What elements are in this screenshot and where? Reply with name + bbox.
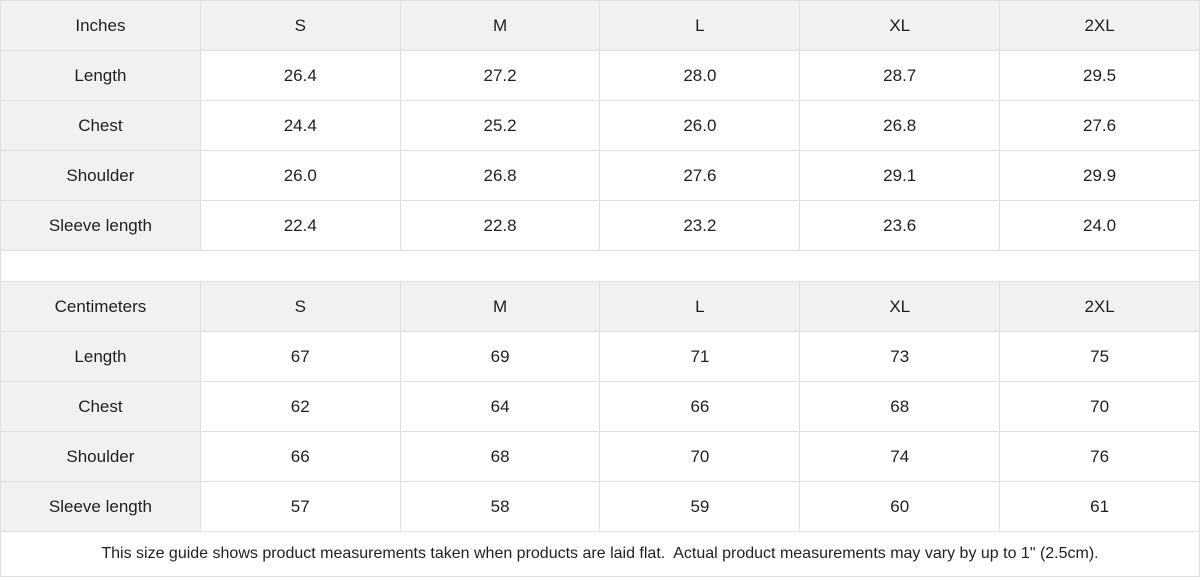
measurement-label: Length [0,50,201,101]
measurement-value: 75 [999,331,1200,382]
measurement-label: Chest [0,381,201,432]
measurement-value: 29.1 [799,150,1001,201]
measurement-value: 60 [799,481,1001,532]
measurement-value: 25.2 [399,100,601,151]
table-row-length: Length 26.4 27.2 28.0 28.7 29.5 [0,50,1200,101]
measurement-value: 76 [999,431,1200,482]
size-column-header-l: L [599,281,801,332]
size-table-centimeters: Centimeters S M L XL 2XL Length 67 69 71… [0,281,1200,532]
measurement-value: 29.9 [999,150,1200,201]
measurement-value: 70 [599,431,801,482]
measurement-label: Length [0,331,201,382]
measurement-value: 22.8 [399,200,601,251]
measurement-value: 28.7 [799,50,1001,101]
measurement-value: 27.2 [399,50,601,101]
size-table-inches: Inches S M L XL 2XL Length 26.4 27.2 28.… [0,0,1200,251]
unit-header-centimeters: Centimeters [0,281,201,332]
size-guide-footnote: This size guide shows product measuremen… [0,532,1200,577]
size-column-header-m: M [399,0,601,51]
size-column-header-m: M [399,281,601,332]
size-column-header-s: S [199,0,401,51]
table-row-sleeve-length: Sleeve length 22.4 22.8 23.2 23.6 24.0 [0,200,1200,251]
table-row-chest: Chest 24.4 25.2 26.0 26.8 27.6 [0,100,1200,151]
measurement-value: 59 [599,481,801,532]
measurement-value: 29.5 [999,50,1200,101]
table-row-shoulder: Shoulder 66 68 70 74 76 [0,431,1200,482]
measurement-value: 71 [599,331,801,382]
measurement-value: 62 [199,381,401,432]
measurement-value: 58 [399,481,601,532]
measurement-value: 24.4 [199,100,401,151]
measurement-value: 66 [199,431,401,482]
measurement-value: 69 [399,331,601,382]
size-column-header-xl: XL [799,0,1001,51]
measurement-label: Sleeve length [0,481,201,532]
measurement-label: Sleeve length [0,200,201,251]
measurement-value: 24.0 [999,200,1200,251]
centimeters-header-row: Centimeters S M L XL 2XL [0,281,1200,332]
measurement-value: 26.8 [799,100,1001,151]
measurement-value: 70 [999,381,1200,432]
measurement-value: 57 [199,481,401,532]
table-row-chest: Chest 62 64 66 68 70 [0,381,1200,432]
measurement-value: 26.8 [399,150,601,201]
measurement-value: 22.4 [199,200,401,251]
size-column-header-l: L [599,0,801,51]
table-row-length: Length 67 69 71 73 75 [0,331,1200,382]
measurement-label: Shoulder [0,150,201,201]
measurement-value: 26.0 [599,100,801,151]
measurement-value: 23.2 [599,200,801,251]
measurement-value: 26.0 [199,150,401,201]
measurement-value: 73 [799,331,1001,382]
measurement-value: 68 [799,381,1001,432]
measurement-value: 26.4 [199,50,401,101]
measurement-value: 28.0 [599,50,801,101]
measurement-value: 61 [999,481,1200,532]
measurement-value: 64 [399,381,601,432]
measurement-value: 66 [599,381,801,432]
size-column-header-s: S [199,281,401,332]
measurement-value: 74 [799,431,1001,482]
unit-header-inches: Inches [0,0,201,51]
measurement-value: 67 [199,331,401,382]
measurement-label: Shoulder [0,431,201,482]
measurement-label: Chest [0,100,201,151]
table-row-shoulder: Shoulder 26.0 26.8 27.6 29.1 29.9 [0,150,1200,201]
inches-header-row: Inches S M L XL 2XL [0,0,1200,51]
measurement-value: 23.6 [799,200,1001,251]
size-column-header-2xl: 2XL [999,281,1200,332]
measurement-value: 27.6 [599,150,801,201]
measurement-value: 68 [399,431,601,482]
size-column-header-xl: XL [799,281,1001,332]
table-gap [0,251,1200,281]
size-column-header-2xl: 2XL [999,0,1200,51]
measurement-value: 27.6 [999,100,1200,151]
table-row-sleeve-length: Sleeve length 57 58 59 60 61 [0,481,1200,532]
